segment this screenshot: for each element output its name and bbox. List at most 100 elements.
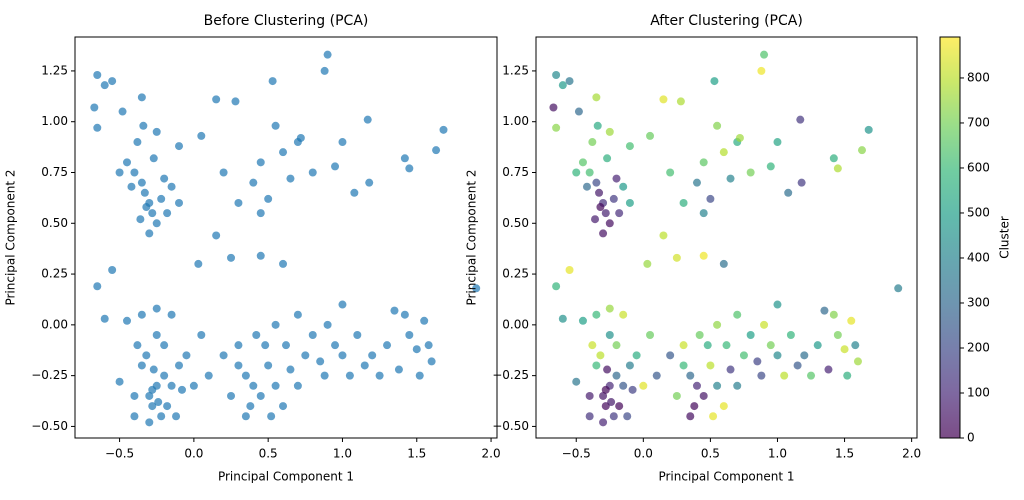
colorbar-tick-label: 600 [967, 160, 990, 174]
x-tick-label: 2.0 [902, 447, 921, 461]
scatter-point [605, 331, 614, 340]
x-tick-label: 1.5 [835, 447, 854, 461]
scatter-point [279, 402, 288, 411]
scatter-point [659, 95, 668, 104]
scatter-point [424, 341, 433, 350]
scatter-point [115, 377, 124, 386]
y-tick-label: 0.50 [502, 216, 529, 230]
scatter-point [807, 371, 816, 380]
scatter-point [234, 198, 243, 207]
scatter-point [157, 194, 166, 203]
scatter-point [383, 341, 392, 350]
scatter-point [338, 300, 347, 309]
scatter-point [296, 133, 305, 142]
scatter-point [177, 385, 186, 394]
scatter-point [773, 300, 782, 309]
scatter-point [157, 412, 166, 421]
scatter-point [679, 361, 688, 370]
scatter-point [713, 320, 722, 329]
scatter-point [574, 107, 583, 116]
scatter-point [757, 371, 766, 380]
scatter-point [338, 351, 347, 360]
scatter-point [271, 121, 280, 130]
scatter-point [472, 284, 481, 293]
scatter-point [137, 310, 146, 319]
scatter-point [390, 306, 399, 315]
colorbar-tick-label: 300 [967, 295, 990, 309]
scatter-point [565, 266, 574, 275]
scatter-point [256, 251, 265, 260]
scatter-point [127, 182, 136, 191]
scatter-point [133, 341, 142, 350]
scatter-point [643, 259, 652, 268]
scatter-point [331, 341, 340, 350]
scatter-point [646, 131, 655, 140]
colorbar-tick-label: 0 [967, 431, 975, 445]
scatter-point [735, 133, 744, 142]
scatter-point [316, 357, 325, 366]
scatter-point [833, 164, 842, 173]
scatter-point [605, 219, 614, 228]
scatter-point [719, 402, 728, 411]
scatter-point [733, 381, 742, 390]
scatter-point [599, 418, 608, 427]
y-tick-label: 0.00 [502, 317, 529, 331]
scatter-point [599, 229, 608, 238]
scatter-point [241, 412, 250, 421]
scatter-point [588, 138, 597, 147]
scatter-point [142, 351, 151, 360]
scatter-point [639, 381, 648, 390]
scatter-point [690, 402, 699, 411]
scatter-point [189, 381, 198, 390]
scatter-point [323, 50, 332, 59]
scatter-point [163, 402, 172, 411]
scatter-point [692, 178, 701, 187]
x-axis-label: Principal Component 1 [658, 470, 794, 484]
scatter-point [726, 365, 735, 374]
scatter-point [172, 412, 181, 421]
scatter-point [286, 174, 295, 183]
scatter-point [596, 351, 605, 360]
scatter-point [619, 381, 628, 390]
scatter-point [427, 357, 436, 366]
y-tick-label: −0.25 [31, 368, 68, 382]
scatter-point [167, 310, 176, 319]
scatter-point [320, 371, 329, 380]
colorbar-tick-label: 700 [967, 115, 990, 129]
scatter-point [182, 351, 191, 360]
plot-frame [74, 36, 498, 439]
scatter-point [864, 125, 873, 134]
scatter-point [212, 95, 221, 104]
colorbar-tick-label: 400 [967, 250, 990, 264]
scatter-point [293, 310, 302, 319]
scatter-point [824, 365, 833, 374]
scatter-point [152, 127, 161, 136]
scatter-point [145, 391, 154, 400]
scatter-point [632, 351, 641, 360]
scatter-point [148, 209, 157, 218]
scatter-point [615, 402, 624, 411]
scatter-point [619, 310, 628, 319]
scatter-point [699, 158, 708, 167]
scatter-point [797, 178, 806, 187]
scatter-point [596, 203, 605, 212]
scatter-point [592, 361, 601, 370]
y-tick-label: 0.75 [502, 165, 529, 179]
scatter-point [719, 148, 728, 157]
x-tick-label: 0.0 [184, 447, 203, 461]
scatter-point [829, 310, 838, 319]
colorbar-frame [939, 36, 961, 439]
scatter-point [719, 259, 728, 268]
scatter-point [308, 331, 317, 340]
scatter-point [796, 115, 805, 124]
scatter-point [246, 402, 255, 411]
scatter-point [625, 142, 634, 151]
y-tick-label: 1.00 [502, 114, 529, 128]
scatter-point [160, 341, 169, 350]
scatter-point [197, 331, 206, 340]
scatter-point [820, 306, 829, 315]
plot-points [549, 50, 903, 427]
scatter-point [133, 138, 142, 147]
scatter-point [405, 164, 414, 173]
scatter-point [264, 361, 273, 370]
